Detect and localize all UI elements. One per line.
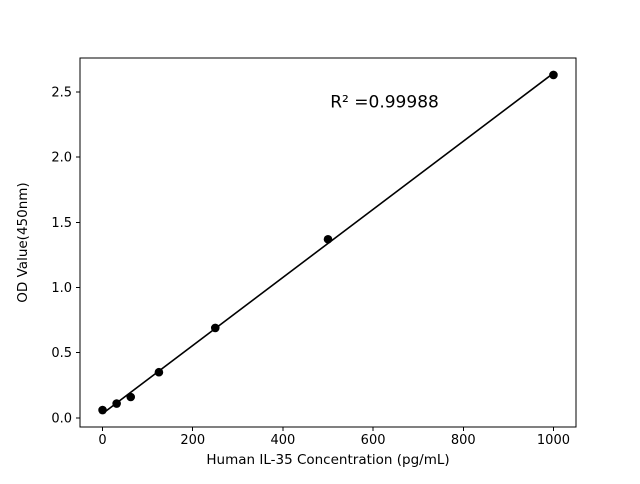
y-axis-tick-label: 1.0 xyxy=(51,281,72,296)
y-axis-tick-label: 0.0 xyxy=(51,411,72,426)
x-axis-tick-label: 800 xyxy=(451,433,476,448)
data-point xyxy=(549,70,558,80)
data-point xyxy=(323,234,333,244)
x-axis-label: Human IL-35 Concentration (pg/mL) xyxy=(206,452,449,468)
x-axis-tick-label: 200 xyxy=(180,433,205,448)
y-axis-label: OD Value(450nm) xyxy=(15,182,31,302)
x-axis-tick-label: 400 xyxy=(270,433,295,448)
r-squared-annotation: R² =0.99988 xyxy=(330,92,439,112)
y-axis-tick-label: 2.5 xyxy=(51,85,72,100)
y-axis-tick-label: 1.5 xyxy=(51,216,72,231)
x-axis-tick-label: 0 xyxy=(98,433,106,448)
y-axis-tick-label: 2.0 xyxy=(51,151,72,166)
data-point xyxy=(98,405,107,415)
y-axis-tick-label: 0.5 xyxy=(51,346,72,361)
data-point xyxy=(210,323,220,333)
x-axis-tick-label: 600 xyxy=(361,433,386,448)
x-axis-tick-label: 1000 xyxy=(537,433,570,448)
data-point xyxy=(154,367,164,377)
data-point xyxy=(126,392,136,402)
plot-border xyxy=(79,57,577,428)
data-point xyxy=(112,399,121,408)
